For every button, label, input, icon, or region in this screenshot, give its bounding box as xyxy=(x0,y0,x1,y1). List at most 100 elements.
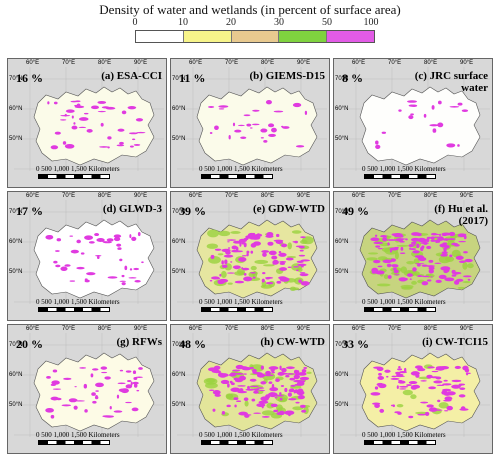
legend-tick: 100 xyxy=(363,17,379,28)
water-patch xyxy=(224,259,228,265)
water-patch xyxy=(220,379,230,385)
water-patch xyxy=(276,411,284,416)
water-patch xyxy=(234,280,245,284)
wetland-patch xyxy=(287,242,292,250)
water-patch xyxy=(275,378,280,383)
water-patch xyxy=(241,255,247,257)
scale-bar-graphic xyxy=(364,307,436,312)
water-patch xyxy=(381,131,387,134)
latitude-label: 70°N xyxy=(335,76,349,82)
map-svg xyxy=(177,67,327,171)
water-patch xyxy=(225,250,231,255)
water-patch xyxy=(107,146,110,149)
water-patch xyxy=(124,265,128,271)
map-panel: 17 % (d) GLWD-3 60°E 70°E 80°E 90°E 70°N 60°N 50… xyxy=(7,191,167,321)
water-patch xyxy=(268,394,275,397)
water-patch xyxy=(253,379,257,382)
water-patch xyxy=(69,235,74,237)
water-patch xyxy=(382,259,393,264)
water-patch xyxy=(69,280,76,282)
water-patch xyxy=(101,106,110,109)
latitude-label: 60°N xyxy=(172,372,186,378)
wetland-patch xyxy=(244,400,249,407)
water-patch xyxy=(76,239,81,244)
water-patch xyxy=(301,369,307,373)
water-patch xyxy=(96,237,105,242)
water-patch xyxy=(228,373,237,377)
wetland-patch xyxy=(276,404,283,411)
water-patch xyxy=(395,371,401,375)
longitude-label: 90°E xyxy=(297,193,311,199)
water-patch xyxy=(233,397,239,401)
water-percent: 17 % xyxy=(16,204,43,218)
longitude-label: 70°E xyxy=(388,60,402,66)
water-patch xyxy=(398,277,408,282)
water-patch xyxy=(299,272,306,274)
water-patch xyxy=(415,374,420,378)
water-patch xyxy=(95,394,98,399)
water-patch xyxy=(56,238,62,242)
water-patch xyxy=(94,233,100,237)
water-patch xyxy=(440,253,448,257)
water-patch xyxy=(417,413,427,416)
longitude-label: 70°E xyxy=(388,193,402,199)
water-patch xyxy=(449,254,453,258)
wetland-patch xyxy=(225,393,234,399)
scale-bar: 0 500 1,000 1,500 Kilometers xyxy=(36,431,156,447)
wetland-patch xyxy=(400,266,408,274)
scale-bar: 0 500 1,000 1,500 Kilometers xyxy=(362,298,482,314)
water-patch xyxy=(132,381,139,385)
water-patch xyxy=(243,237,249,241)
water-patch xyxy=(387,275,392,279)
water-patch xyxy=(221,411,226,415)
scale-bar-graphic xyxy=(201,440,273,445)
water-patch xyxy=(265,234,274,238)
water-patch xyxy=(451,384,461,389)
water-patch xyxy=(243,272,247,276)
study-region xyxy=(33,86,155,166)
water-patch xyxy=(300,281,310,286)
water-patch xyxy=(119,369,124,372)
longitude-label: 80°E xyxy=(424,193,438,199)
water-patch xyxy=(268,381,273,384)
wetland-patch xyxy=(462,261,468,270)
water-patch xyxy=(271,371,275,374)
water-patch xyxy=(277,371,285,376)
water-patch xyxy=(262,252,267,257)
water-patch xyxy=(247,385,250,390)
water-patch xyxy=(50,383,56,386)
water-patch xyxy=(273,239,284,242)
water-patch xyxy=(463,235,467,240)
water-patch xyxy=(256,233,260,238)
water-patch xyxy=(83,112,89,115)
water-patch xyxy=(443,399,452,402)
water-patch xyxy=(131,236,137,241)
water-patch xyxy=(256,373,266,378)
water-patch xyxy=(276,280,282,284)
water-patch xyxy=(297,395,305,400)
latitude-label: 60°N xyxy=(172,239,186,245)
water-patch xyxy=(128,277,137,279)
water-patch xyxy=(100,366,108,370)
water-patch xyxy=(90,373,94,378)
water-patch xyxy=(271,255,278,260)
water-patch xyxy=(420,401,429,404)
water-patch xyxy=(219,273,222,277)
study-region xyxy=(33,352,155,432)
water-patch xyxy=(125,384,133,389)
water-patch xyxy=(127,105,137,110)
wetland-patch xyxy=(220,270,227,279)
longitude-label: 80°E xyxy=(98,193,112,199)
water-patch xyxy=(458,394,466,398)
wetland-patch xyxy=(410,394,417,400)
water-patch xyxy=(129,145,134,148)
latitude-label: 50°N xyxy=(335,136,349,142)
water-patch xyxy=(416,232,422,237)
wetland-patch xyxy=(218,230,231,237)
water-patch xyxy=(426,238,430,243)
water-patch xyxy=(461,109,469,112)
longitude-label: 70°E xyxy=(225,193,239,199)
water-patch xyxy=(119,280,127,282)
water-patch xyxy=(50,414,55,419)
longitude-label: 60°E xyxy=(189,326,203,332)
